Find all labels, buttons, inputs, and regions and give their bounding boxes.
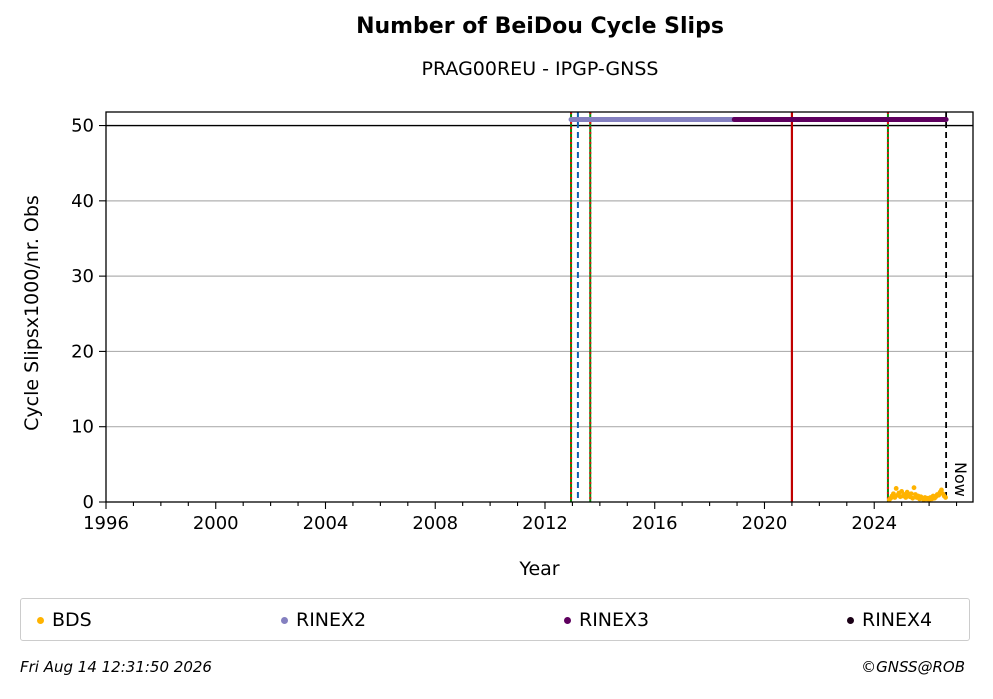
legend-marker-rinex3 bbox=[564, 616, 571, 624]
bds-point bbox=[943, 495, 948, 500]
y-tick-label: 20 bbox=[71, 341, 94, 362]
plot-frame bbox=[105, 111, 974, 503]
x-tick-label: 2008 bbox=[412, 513, 458, 534]
footer-copyright: ©GNSS@ROB bbox=[861, 658, 965, 676]
legend: BDS RINEX2 RINEX3 RINEX4 bbox=[20, 598, 970, 641]
legend-label-bds: BDS bbox=[52, 609, 92, 631]
x-tick-label: 2012 bbox=[522, 513, 568, 534]
legend-label-rinex4: RINEX4 bbox=[862, 609, 933, 631]
bds-point bbox=[891, 491, 896, 497]
bds-point bbox=[939, 487, 944, 493]
x-tick-label: 2016 bbox=[632, 513, 678, 534]
chart-subtitle: PRAG00REU - IPGP-GNSS bbox=[421, 58, 659, 80]
x-tick-label: 1996 bbox=[83, 513, 129, 534]
y-tick-label: 40 bbox=[71, 191, 94, 212]
bds-point bbox=[910, 495, 916, 501]
legend-marker-rinex4 bbox=[847, 616, 854, 624]
y-tick-label: 50 bbox=[71, 116, 94, 137]
now-label: Now bbox=[951, 462, 970, 497]
bds-point bbox=[908, 491, 914, 497]
y-tick-label: 10 bbox=[71, 417, 94, 438]
bds-point bbox=[893, 486, 899, 491]
x-tick-label: 2004 bbox=[303, 513, 349, 534]
legend-label-rinex2: RINEX2 bbox=[296, 609, 367, 631]
x-tick-label: 2020 bbox=[742, 513, 788, 534]
x-tick-label: 2024 bbox=[851, 513, 897, 534]
legend-marker-rinex2 bbox=[281, 616, 288, 624]
chart-title: Number of BeiDou Cycle Slips bbox=[356, 14, 724, 39]
y-tick-label: 30 bbox=[71, 266, 94, 287]
legend-item-rinex4: RINEX4 bbox=[847, 609, 932, 631]
x-axis-label: Year bbox=[518, 558, 559, 580]
legend-item-rinex3: RINEX3 bbox=[564, 609, 649, 631]
x-tick-label: 2000 bbox=[193, 513, 239, 534]
y-tick-label: 0 bbox=[83, 492, 94, 513]
footer-timestamp: Fri Aug 14 12:31:50 2026 bbox=[20, 658, 212, 676]
cycle-slips-chart: Now 1996 2000 2004 2008 2012 2016 2020 2024 0 10 20… bbox=[21, 111, 974, 580]
bds-point bbox=[911, 485, 917, 491]
legend-marker-bds bbox=[37, 616, 44, 624]
y-axis-label: Cycle Slipsx1000/nr. Obs bbox=[21, 195, 43, 431]
legend-item-rinex2: RINEX2 bbox=[281, 609, 366, 631]
legend-label-rinex3: RINEX3 bbox=[579, 609, 650, 631]
legend-item-bds: BDS bbox=[37, 609, 92, 631]
